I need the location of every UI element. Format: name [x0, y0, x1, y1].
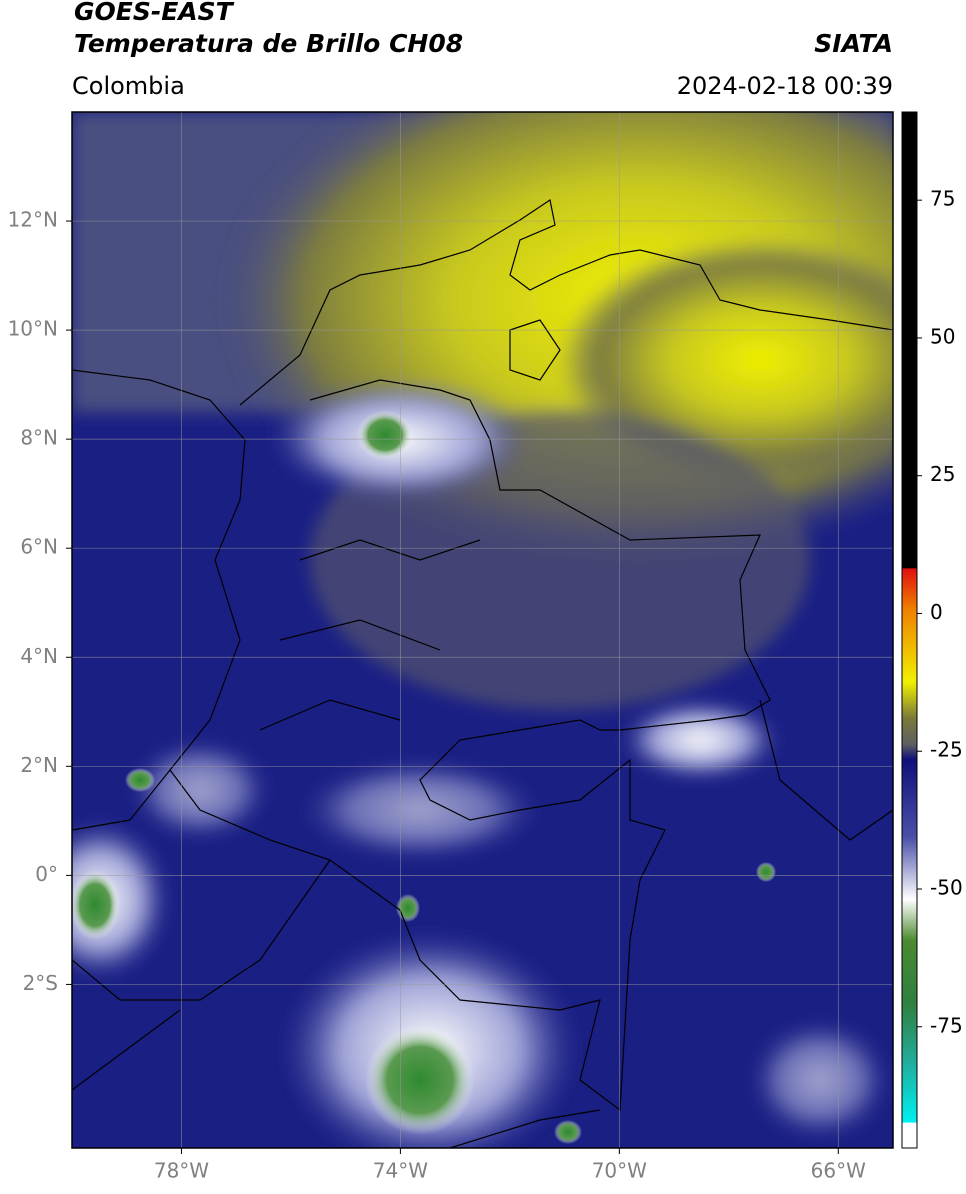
x-tick-label: 66°W	[811, 1159, 866, 1183]
satellite-image	[72, 112, 893, 1148]
agency: SIATA	[814, 29, 893, 58]
datetime: 2024-02-18 00:39	[677, 72, 893, 100]
colorbar-label: -25	[930, 738, 963, 762]
x-tick-label: 70°W	[592, 1159, 647, 1183]
y-tick-label: 6°N	[20, 535, 58, 559]
y-tick-label: 4°N	[20, 644, 58, 668]
colorbar-label: 25	[930, 462, 955, 486]
x-tick-label: 74°W	[373, 1159, 428, 1183]
map-frame	[71, 111, 894, 1149]
product: Temperatura de Brillo CH08	[74, 29, 463, 58]
y-tick-label: 0°	[35, 862, 58, 886]
satellite: GOES-EAST	[74, 0, 235, 26]
y-tick-label: 12°N	[8, 208, 58, 232]
colorbar	[901, 111, 918, 1149]
y-tick-label: 2°S	[23, 971, 58, 995]
graticule	[72, 112, 893, 1148]
colorbar-label: 0	[930, 600, 943, 624]
colorbar-label: 50	[930, 324, 955, 348]
colorbar-label: -75	[930, 1013, 963, 1037]
y-tick-label: 2°N	[20, 753, 58, 777]
colorbar-label: 75	[930, 187, 955, 211]
x-tick-label: 78°W	[154, 1159, 209, 1183]
colorbar-label: -50	[930, 876, 963, 900]
region: Colombia	[72, 72, 185, 100]
y-tick-label: 8°N	[20, 426, 58, 450]
y-tick-label: 10°N	[8, 317, 58, 341]
